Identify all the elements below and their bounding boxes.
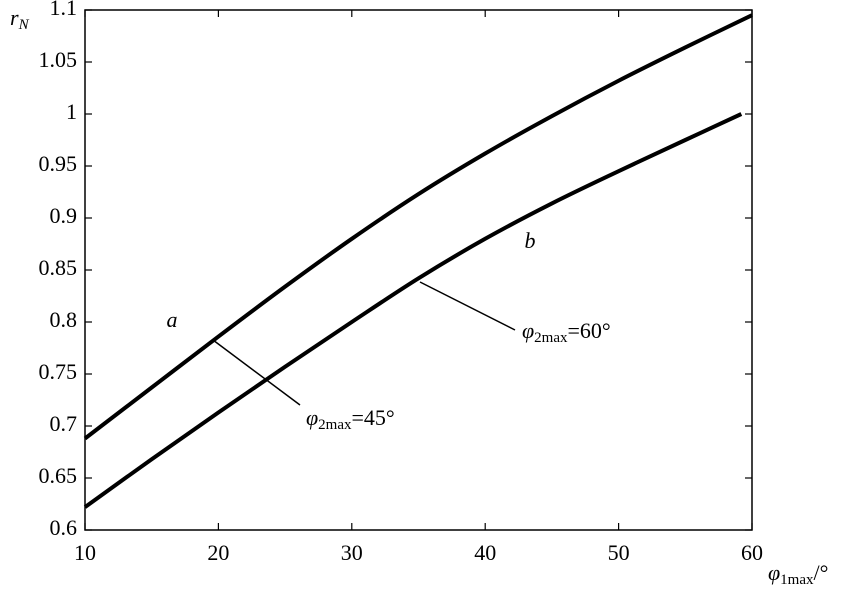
y-tick-label: 0.7: [50, 411, 78, 436]
series-label: b: [525, 228, 536, 253]
subscript: 2max: [534, 330, 568, 346]
x-tick-label: 50: [608, 540, 630, 565]
leader-line: [419, 281, 516, 331]
symbol: r: [10, 5, 19, 30]
line-series: [83, 112, 743, 509]
subscript: 2max: [318, 417, 352, 433]
plot-frame: [84, 9, 753, 531]
y-tick-label: 0.95: [39, 151, 78, 176]
y-axis-label: rN: [10, 5, 30, 33]
suffix: =60°: [568, 318, 611, 343]
subscript: N: [18, 17, 30, 33]
x-tick-label: 10: [74, 540, 96, 565]
series-label: a: [167, 307, 178, 332]
y-tick-label: 0.75: [39, 359, 78, 384]
y-tick-label: 0.65: [39, 463, 78, 488]
x-tick-label: 30: [341, 540, 363, 565]
y-tick-label: 1.1: [50, 0, 78, 20]
y-tick-label: 0.9: [50, 203, 78, 228]
y-tick-label: 0.6: [50, 515, 78, 540]
line-series: [83, 13, 753, 441]
y-tick-label: 0.85: [39, 255, 78, 280]
symbol: φ: [768, 560, 780, 585]
annotation: φ2max=60°: [522, 318, 611, 346]
y-tick-label: 0.8: [50, 307, 78, 332]
subscript: 1max: [780, 572, 814, 588]
suffix: =45°: [352, 405, 395, 430]
x-tick-label: 20: [207, 540, 229, 565]
annotation: φ2max=45°: [306, 405, 395, 433]
y-tick-label: 1: [66, 99, 77, 124]
x-tick-label: 40: [474, 540, 496, 565]
y-tick-label: 1.05: [39, 47, 78, 72]
suffix: /°: [814, 560, 829, 585]
symbol: φ: [306, 405, 318, 430]
x-axis-label: φ1max/°: [768, 560, 828, 588]
symbol: φ: [522, 318, 534, 343]
x-tick-label: 60: [741, 540, 763, 565]
leader-line: [212, 339, 301, 406]
